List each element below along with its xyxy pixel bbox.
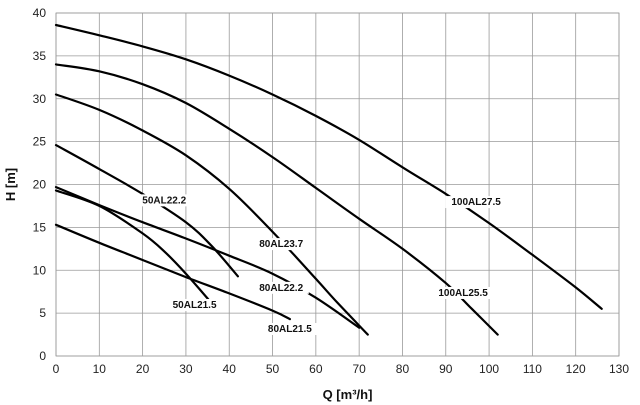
x-tick-label: 30	[179, 362, 193, 376]
y-tick-label: 10	[33, 263, 47, 277]
curve-50AL21.5	[54, 189, 218, 311]
curve-label-bg	[166, 298, 223, 311]
curve-50AL22.2	[54, 144, 239, 278]
plot-frame	[55, 12, 620, 357]
curve-label: 50AL21.5	[173, 300, 217, 311]
x-tick-label: 100	[479, 362, 499, 376]
x-tick-label: 120	[566, 362, 586, 376]
curve-label-bg	[253, 281, 309, 294]
curve-label-bg	[253, 238, 309, 251]
y-tick-label: 15	[33, 220, 47, 234]
curve-label-bg	[136, 194, 192, 207]
curve-label: 80AL22.2	[259, 283, 303, 294]
curve-labels: 100AL27.5 100AL25.5 80AL23.7 50AL22.2 80AL22…	[136, 194, 507, 335]
curve-label: 80AL23.7	[259, 239, 303, 250]
y-tick-label: 20	[33, 178, 47, 192]
x-tick-label: 40	[223, 362, 237, 376]
y-tick-label: 40	[33, 6, 47, 20]
curve-80AL21.5	[54, 223, 291, 321]
x-tick-label: 80	[396, 362, 410, 376]
curve-100AL27.5	[54, 23, 603, 310]
x-tick-label: 20	[136, 362, 150, 376]
y-tick-label: 5	[39, 306, 46, 320]
x-tick-label: 10	[93, 362, 107, 376]
x-tick-label: 110	[523, 362, 542, 376]
x-tick-label: 60	[309, 362, 323, 376]
curve-label-bg	[262, 322, 318, 335]
y-axis-label: H [m]	[3, 168, 18, 201]
y-tick-label: 25	[33, 135, 47, 149]
curve-label: 100AL25.5	[438, 288, 488, 299]
x-axis-ticks: 0 10 20 30 40 50 60 70 80 90 100 110 120 130	[53, 362, 630, 376]
curves	[54, 23, 603, 336]
x-tick-label: 90	[439, 362, 453, 376]
x-tick-label: 70	[352, 362, 366, 376]
x-tick-label: 50	[266, 362, 280, 376]
curve-label-bg	[445, 196, 507, 209]
curve-100AL25.5	[54, 63, 499, 336]
y-tick-label: 30	[33, 92, 47, 106]
curve-label: 80AL21.5	[268, 324, 312, 335]
curve-80AL23.7	[54, 93, 369, 336]
curve-label: 50AL22.2	[142, 195, 186, 206]
x-tick-label: 0	[53, 362, 60, 376]
curve-label-bg	[432, 286, 494, 299]
y-tick-label: 35	[33, 49, 47, 63]
x-axis-label: Q [m³/h]	[323, 387, 373, 402]
x-tick-label: 130	[609, 362, 629, 376]
y-tick-label: 0	[39, 349, 46, 363]
curve-label: 100AL27.5	[451, 197, 501, 208]
grid	[55, 12, 620, 357]
y-axis-ticks: 0 5 10 15 20 25 30 35 40	[33, 6, 47, 363]
